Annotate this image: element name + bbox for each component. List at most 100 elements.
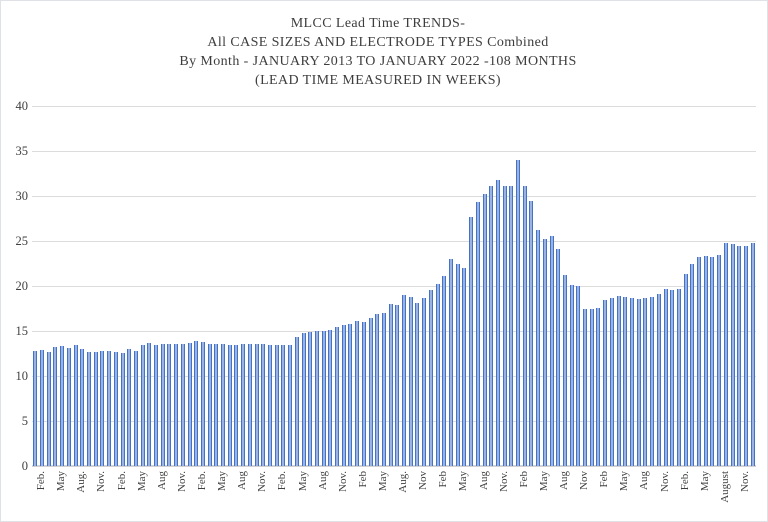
bar	[33, 350, 38, 466]
bar	[663, 288, 668, 466]
gridline	[32, 196, 756, 197]
chart-title: MLCC Lead Time TRENDS- All CASE SIZES AN…	[1, 14, 755, 90]
y-tick-label: 25	[15, 234, 29, 248]
bar	[368, 318, 373, 466]
gridline	[32, 376, 756, 377]
bar	[274, 344, 279, 466]
bar	[147, 342, 152, 466]
bar	[100, 350, 105, 466]
bar	[187, 342, 192, 466]
bar	[475, 202, 480, 466]
bar	[154, 344, 159, 466]
bar	[643, 297, 648, 466]
bar	[730, 243, 735, 466]
gridline	[32, 241, 756, 242]
bar	[46, 351, 51, 466]
bar	[301, 332, 306, 466]
bar	[623, 296, 628, 466]
bar	[656, 294, 661, 466]
bar	[723, 242, 728, 466]
x-axis-line	[32, 465, 756, 467]
bar	[281, 344, 286, 466]
bar	[562, 275, 567, 466]
bar	[207, 343, 212, 466]
bar	[448, 259, 453, 466]
bar	[200, 341, 205, 466]
bar	[717, 255, 722, 466]
bar	[308, 331, 313, 466]
x-tick-label: Aug	[155, 471, 168, 490]
x-tick-label: May	[376, 471, 389, 492]
bar	[321, 331, 326, 466]
gridline	[32, 151, 756, 152]
bar	[227, 344, 232, 466]
x-tick-label: Feb.	[678, 471, 691, 491]
bar	[234, 344, 239, 466]
x-tick-label: Feb.	[276, 471, 289, 491]
bar	[683, 274, 688, 466]
bar	[133, 350, 138, 466]
y-tick-label: 40	[15, 99, 29, 113]
y-tick-label: 0	[21, 459, 28, 473]
x-tick-label: May	[457, 471, 470, 492]
bar	[80, 349, 85, 466]
bar	[73, 345, 78, 466]
x-tick-label: Feb	[517, 471, 530, 488]
bar	[536, 230, 541, 466]
bar	[529, 200, 534, 466]
x-tick-label: Nov.	[95, 471, 108, 492]
x-tick-label: Aug.	[397, 471, 410, 493]
bar	[542, 239, 547, 466]
bar	[408, 296, 413, 466]
bar	[690, 264, 695, 466]
bar	[428, 289, 433, 466]
bar	[402, 295, 407, 466]
x-tick-label: May	[55, 471, 68, 492]
bar	[214, 343, 219, 466]
bar	[180, 343, 185, 466]
x-tick-label: Aug	[236, 471, 249, 490]
x-tick-label: Aug.	[75, 471, 88, 493]
bar	[53, 347, 58, 466]
bar	[509, 186, 514, 466]
y-tick-label: 20	[15, 279, 29, 293]
x-tick-label: Feb.	[35, 471, 48, 491]
x-tick-label: Nov.	[256, 471, 269, 492]
x-tick-label: Nov	[417, 471, 430, 490]
bar	[415, 303, 420, 466]
x-tick-label: May	[296, 471, 309, 492]
bar	[86, 351, 91, 466]
x-tick-label: Nov.	[336, 471, 349, 492]
bar	[267, 344, 272, 466]
x-tick-label: Feb.	[115, 471, 128, 491]
bar	[348, 323, 353, 466]
chart-title-line-1: MLCC Lead Time TRENDS-	[290, 16, 466, 31]
bar	[355, 321, 360, 466]
x-tick-label: Nov.	[658, 471, 671, 492]
x-tick-label: Aug	[638, 471, 651, 490]
bar	[516, 160, 521, 466]
bar	[261, 343, 266, 466]
bar	[502, 186, 507, 466]
y-tick-label: 35	[15, 144, 29, 158]
bar	[670, 289, 675, 466]
bar	[294, 337, 299, 466]
bar	[589, 308, 594, 466]
bar	[522, 186, 527, 466]
bar	[549, 235, 554, 466]
bar	[583, 309, 588, 466]
x-tick-label: May	[135, 471, 148, 492]
x-tick-label: May	[537, 471, 550, 492]
bar	[361, 322, 366, 466]
bar	[60, 346, 65, 466]
bar	[569, 285, 574, 466]
bar	[247, 343, 252, 466]
bar	[676, 288, 681, 466]
bar	[40, 349, 45, 466]
bar	[489, 186, 494, 466]
x-tick-label: May	[618, 471, 631, 492]
y-tick-label: 10	[15, 369, 29, 383]
y-tick-label: 15	[15, 324, 29, 338]
x-tick-label: May	[216, 471, 229, 492]
